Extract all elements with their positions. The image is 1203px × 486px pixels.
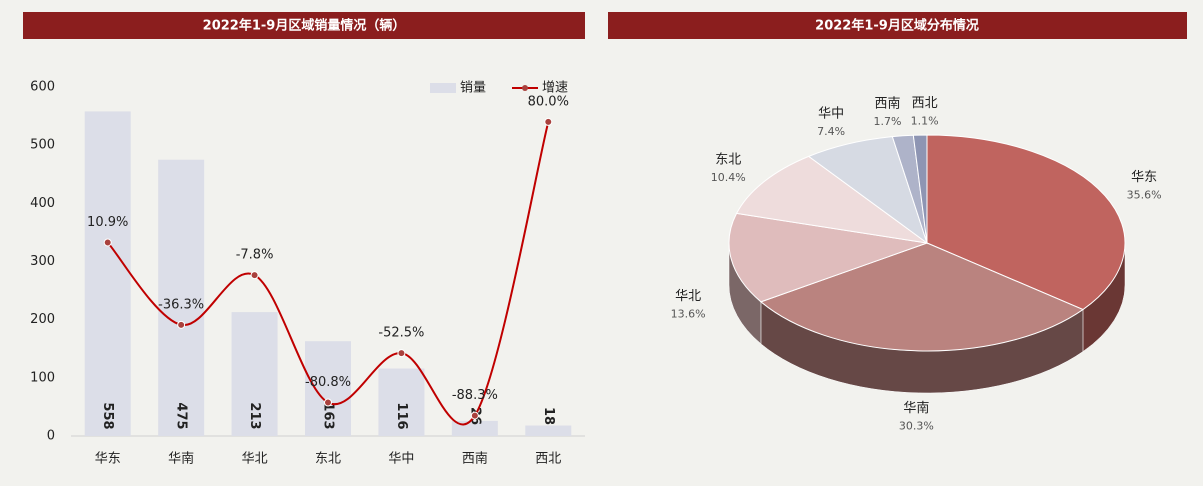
- y-tick-label: 300: [30, 254, 55, 269]
- legend-swatch: [430, 83, 456, 93]
- x-tick-label: 华北: [242, 452, 268, 467]
- y-tick-label: 100: [30, 370, 55, 385]
- growth-label: 80.0%: [528, 94, 569, 109]
- y-tick-label: 0: [47, 429, 55, 444]
- pie-value-label: 1.1%: [911, 114, 939, 127]
- x-tick-label: 华中: [388, 452, 414, 467]
- pie-value-label: 13.6%: [671, 308, 706, 321]
- growth-point: [397, 349, 406, 358]
- pie-label: 华南: [903, 400, 929, 416]
- growth-point: [250, 271, 259, 280]
- bar: [305, 341, 351, 436]
- growth-line: [106, 121, 550, 426]
- bar-value-label: 18: [541, 407, 556, 425]
- x-tick-label: 华东: [95, 452, 121, 467]
- growth-label: -52.5%: [378, 326, 424, 341]
- y-tick-label: 200: [30, 312, 55, 327]
- y-tick-label: 400: [30, 196, 55, 211]
- pie-label: 东北: [715, 153, 741, 168]
- pie-label: 华东: [1131, 170, 1157, 185]
- pie-value-label: 7.4%: [817, 125, 845, 138]
- growth-label: -88.3%: [452, 388, 498, 403]
- bar-value-label: 558: [100, 402, 115, 429]
- bar: [231, 312, 278, 436]
- pie-slice: [912, 134, 928, 244]
- pie-value-label: 30.3%: [899, 420, 934, 433]
- x-tick-label: 东北: [315, 452, 341, 467]
- growth-label: -80.8%: [305, 375, 351, 390]
- growth-point: [544, 117, 553, 126]
- pie-value-label: 35.6%: [1127, 188, 1162, 201]
- legend-swatch: [522, 85, 528, 91]
- chart-title: 2022年1-9月区域分布情况: [815, 18, 979, 34]
- bar-value-label: 116: [394, 402, 409, 429]
- growth-label: -36.3%: [158, 297, 204, 312]
- x-tick-label: 西北: [535, 452, 561, 467]
- growth-point: [470, 411, 479, 420]
- pie-label: 华中: [818, 107, 844, 122]
- pie-slice: [735, 155, 928, 244]
- legend-label: 销量: [460, 81, 486, 96]
- growth-point: [103, 238, 112, 247]
- bar: [378, 368, 425, 436]
- pie-value-label: 1.7%: [874, 115, 902, 128]
- pie-slice: [926, 134, 1126, 311]
- title-bar: [23, 12, 585, 39]
- y-tick-label: 500: [30, 138, 55, 153]
- pie-label: 华北: [675, 289, 701, 304]
- growth-point: [324, 398, 332, 407]
- x-tick-label: 西南: [462, 451, 488, 467]
- bar-value-label: 163: [321, 402, 336, 429]
- bar: [84, 111, 131, 437]
- bar: [158, 159, 205, 437]
- pie-label: 西北: [912, 96, 938, 111]
- pie-slice: [759, 242, 1084, 352]
- legend-label: 增速: [542, 81, 568, 96]
- y-tick-label: 600: [30, 80, 55, 95]
- x-tick-label: 华南: [168, 451, 194, 467]
- title-bar: [608, 12, 1187, 39]
- pie-label: 西南: [874, 96, 900, 112]
- growth-label: 10.9%: [87, 215, 128, 230]
- growth-point: [177, 320, 186, 329]
- growth-label: -7.8%: [236, 248, 274, 263]
- bar-value-label: 475: [174, 402, 189, 429]
- chart-title: 2022年1-9月区域销量情况（辆）: [203, 18, 406, 34]
- bar: [525, 425, 572, 436]
- pie-value-label: 10.4%: [711, 171, 746, 184]
- bar-value-label: 213: [247, 402, 262, 429]
